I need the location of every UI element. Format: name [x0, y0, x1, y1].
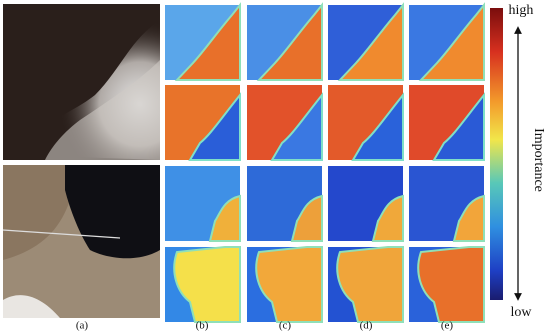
heatmap-hot-region [371, 194, 404, 242]
heatmap-cold-region [351, 92, 404, 161]
heatmap-grid [165, 2, 485, 323]
panel-label: (b) [196, 320, 209, 332]
heatmap-hot-region [337, 2, 404, 81]
heatmap-hot-region [418, 2, 485, 81]
colorbar [490, 8, 503, 300]
heatmap-hot-region [290, 194, 323, 242]
colorbar-low: low [511, 305, 533, 320]
satellite-image-bottom [2, 165, 160, 318]
heatmap-hot-region [174, 2, 241, 81]
satellite-image-top [3, 4, 160, 160]
heatmap-hot-region [452, 194, 485, 242]
colorbar-high: high [509, 3, 534, 18]
panel-labels: (a) (b) (c) (d) (e) [76, 320, 454, 332]
heatmap-hot-region [256, 2, 323, 81]
heatmap-hot-region [417, 246, 485, 323]
heatmap-hot-region [208, 194, 241, 242]
panel-label: (a) [76, 320, 89, 332]
heatmap-hot-region [255, 246, 323, 323]
heatmap-hot-region [336, 246, 404, 323]
heatmap-cold-region [270, 92, 323, 161]
colorbar-label: Importance [531, 128, 546, 192]
panel-label: (c) [279, 320, 292, 332]
panel-label: (d) [360, 320, 373, 332]
panel-label: (e) [441, 320, 454, 332]
heatmap-hot-region [173, 246, 241, 323]
heatmap-cold-region [188, 92, 241, 161]
heatmap-cold-region [432, 92, 485, 161]
